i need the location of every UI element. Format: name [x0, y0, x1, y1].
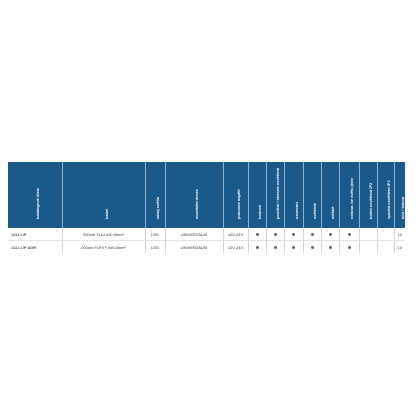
unit-cell: 10 — [397, 244, 402, 250]
feature-cell — [284, 228, 304, 241]
mount-cell: UNIVERZÁLNÍ — [165, 240, 224, 253]
col-header: bodové — [248, 162, 267, 228]
col-header: světelné — [303, 162, 322, 228]
cable-cell: 200cm YLIU 4x0,5mm² — [62, 228, 146, 241]
dot-icon — [255, 245, 259, 249]
feature-cell — [339, 228, 360, 241]
feature-cell — [284, 240, 304, 253]
col-header: ochran. ke světu jisto — [339, 162, 360, 228]
voltage-cell: 12V-24V — [223, 228, 249, 241]
spec-table: katalogové číslo kabel zdroj světla mont… — [8, 162, 405, 253]
feature-cell — [248, 240, 267, 253]
feature-cell — [359, 240, 378, 253]
dot-icon — [328, 232, 332, 236]
table-row: 1111 L/P 200cm YLIU 4x0,5mm² LED UNIVERZ… — [8, 228, 405, 241]
dot-icon — [292, 245, 295, 249]
feature-cell — [377, 228, 395, 241]
col-header: pouliční / obecné osvětlení — [266, 162, 285, 228]
feature-cell — [359, 228, 378, 241]
feature-cell — [266, 240, 285, 253]
voltage-cell: 12V-24V — [223, 240, 249, 253]
light-source-cell: LED — [145, 240, 166, 253]
header-row: katalogové číslo kabel zdroj světla mont… — [8, 162, 405, 228]
table-row: 1111 L/P ADR 200cm FLRYY 4x0,5mm² LED UN… — [8, 240, 405, 253]
unit-cell: 10 — [394, 228, 405, 241]
feature-cell — [321, 228, 340, 241]
dot-icon — [328, 245, 332, 249]
col-header: kód / balení — [394, 162, 405, 228]
feature-cell — [248, 228, 267, 241]
dot-icon — [347, 232, 351, 236]
catalog-number: 1111 L/P ADR — [8, 240, 63, 253]
dot-icon — [273, 232, 277, 236]
col-header: katalogové číslo — [8, 162, 63, 228]
feature-cell — [303, 228, 322, 241]
light-source-cell: LED — [145, 228, 166, 241]
dot-icon — [310, 245, 314, 249]
mount-cell: UNIVERZÁLNÍ — [165, 228, 224, 241]
col-header: zdroj světla — [145, 162, 166, 228]
dot-icon — [310, 232, 314, 236]
feature-cell — [377, 240, 395, 253]
col-header: montážní dvora — [165, 162, 224, 228]
dot-icon — [292, 232, 295, 236]
col-header: měkké — [321, 162, 340, 228]
feature-cell — [266, 228, 285, 241]
catalog-number: 1111 L/P — [8, 228, 63, 241]
feature-cell — [339, 240, 360, 253]
col-header: boční osvětlení IP2 — [359, 162, 378, 228]
col-header: kabel — [62, 162, 146, 228]
dot-icon — [347, 245, 351, 249]
dot-icon — [273, 245, 277, 249]
dot-icon — [255, 232, 259, 236]
feature-cell — [321, 240, 340, 253]
col-header: spodní osvětlení IP2 — [377, 162, 395, 228]
col-header: ozvovací — [284, 162, 304, 228]
cable-cell: 200cm FLRYY 4x0,5mm² — [62, 240, 146, 253]
feature-cell — [303, 240, 322, 253]
col-header: pracovní napětí — [223, 162, 249, 228]
